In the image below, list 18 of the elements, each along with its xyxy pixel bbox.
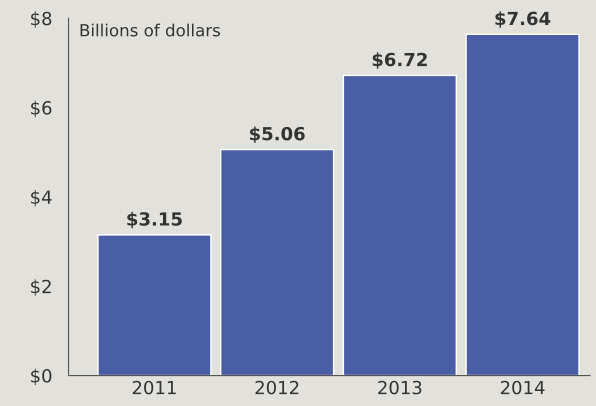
y-tick-label: $0 xyxy=(31,368,52,386)
x-tick-label: 2011 xyxy=(132,380,176,394)
y-tick-label: $6 xyxy=(31,100,52,118)
bar xyxy=(342,74,457,376)
bar xyxy=(220,148,334,376)
bar xyxy=(97,234,212,376)
x-tick-label: 2013 xyxy=(378,380,422,394)
y-tick-label: $2 xyxy=(31,279,51,296)
y-tick-label: $4 xyxy=(31,190,52,206)
data-label: $6.72 xyxy=(372,52,427,69)
annotation: Billions of dollars xyxy=(80,24,220,37)
x-tick-label: 2014 xyxy=(500,380,545,394)
data-label: $3.15 xyxy=(127,212,182,228)
data-label: $5.06 xyxy=(250,126,305,143)
y-tick-label: $8 xyxy=(31,11,52,28)
data-label: $7.64 xyxy=(495,11,550,28)
x-tick-label: 2012 xyxy=(255,380,298,394)
bar xyxy=(465,34,580,376)
